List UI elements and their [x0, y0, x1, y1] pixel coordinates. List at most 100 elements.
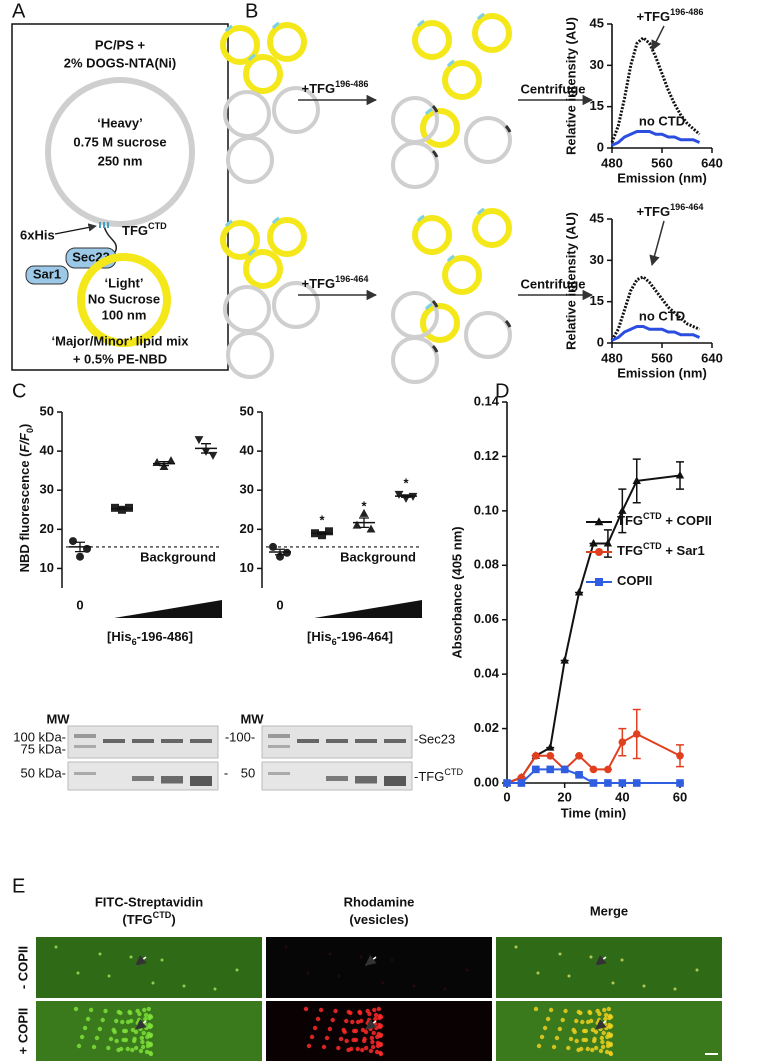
puncta	[567, 974, 571, 978]
puncta	[539, 1034, 545, 1040]
point	[394, 490, 404, 499]
point	[618, 738, 627, 746]
y-tick-label: 0.02	[474, 720, 499, 735]
band	[384, 739, 406, 743]
point	[532, 765, 540, 774]
tag	[504, 124, 512, 133]
point	[632, 730, 641, 738]
concentration-wedge	[314, 600, 422, 618]
column-header: Merge	[590, 903, 628, 918]
puncta	[107, 974, 111, 978]
point	[111, 503, 119, 512]
puncta	[306, 1043, 312, 1049]
sar1	[25, 265, 69, 285]
puncta	[151, 981, 155, 985]
point	[589, 779, 598, 787]
arrow	[135, 954, 147, 966]
coat	[247, 248, 256, 256]
vesicle-heavy	[391, 291, 439, 339]
puncta	[132, 1036, 137, 1042]
puncta	[611, 981, 615, 985]
vesicle-light	[220, 220, 260, 260]
arrow	[651, 25, 665, 51]
y-tick-label: 0.00	[474, 774, 499, 789]
y-axis-label: NBD fluorescence (F/F0)	[17, 424, 35, 573]
coat	[224, 24, 233, 32]
label: ‘Heavy’	[97, 115, 143, 130]
protein-label: +TFG196-464	[302, 274, 370, 291]
vesicle-light	[472, 13, 512, 53]
puncta	[145, 1034, 150, 1040]
series-line	[506, 732, 681, 784]
background-label: Background	[140, 549, 216, 564]
puncta	[355, 1046, 360, 1052]
vesicle-light	[267, 217, 307, 257]
puncta	[443, 987, 447, 991]
vesicle-light	[412, 215, 452, 255]
puncta	[306, 971, 310, 975]
x-tick-label: 60	[673, 789, 687, 804]
coat	[271, 216, 280, 224]
spectrum	[611, 129, 701, 147]
puncta	[581, 1028, 587, 1034]
background-label: Background	[340, 549, 416, 564]
puncta	[103, 1008, 108, 1014]
puncta	[318, 1007, 324, 1013]
band	[268, 772, 290, 775]
puncta	[606, 1006, 612, 1012]
label-part: -TFG	[414, 769, 444, 784]
y-tick-label: 0	[597, 334, 604, 349]
spectrum	[611, 324, 701, 342]
band	[103, 739, 125, 743]
light-vesicle	[77, 253, 171, 347]
vesicle-light	[243, 249, 283, 289]
puncta	[359, 955, 363, 959]
puncta	[284, 945, 288, 949]
band	[74, 734, 96, 738]
puncta	[321, 1044, 327, 1050]
label-part: [His	[107, 629, 132, 644]
point	[503, 779, 511, 787]
point	[208, 451, 218, 460]
puncta	[97, 1026, 103, 1032]
x-axis-label: Emission (nm)	[617, 365, 707, 380]
puncta	[309, 1034, 315, 1040]
point	[318, 531, 326, 540]
point	[589, 538, 598, 547]
band	[74, 772, 96, 775]
y-tick-label: 40	[240, 443, 254, 458]
label-part: 196-486	[335, 79, 368, 89]
gel-label: -100-	[225, 729, 255, 744]
label-part: -196-486]	[137, 629, 193, 644]
puncta	[346, 1047, 351, 1053]
legend-label: TFGCTD + COPII	[617, 511, 712, 528]
gel-label: 50	[241, 765, 255, 780]
point	[603, 538, 613, 547]
micrograph	[496, 937, 722, 998]
puncta	[373, 1016, 378, 1022]
puncta	[374, 1049, 380, 1055]
panel-letter: B	[245, 0, 258, 22]
coat	[247, 53, 256, 61]
vesicle-light	[243, 54, 283, 94]
label-part: 6	[332, 637, 337, 647]
puncta	[338, 1036, 344, 1042]
puncta	[560, 1017, 565, 1023]
puncta	[563, 1008, 568, 1014]
vesicle-heavy	[226, 136, 274, 184]
puncta	[351, 1028, 357, 1034]
puncta	[350, 1019, 355, 1025]
band	[74, 745, 96, 748]
x-axis-label: [His6-196-464]	[307, 629, 393, 647]
band	[268, 734, 290, 738]
point	[675, 470, 685, 479]
label-part: (TFG	[122, 912, 152, 927]
puncta	[98, 952, 102, 956]
vesicle-heavy	[223, 90, 271, 138]
x-axis-label: Emission (nm)	[617, 170, 707, 185]
puncta	[120, 1019, 125, 1025]
puncta	[566, 1045, 571, 1051]
band	[132, 739, 154, 743]
label-part: [His	[307, 629, 332, 644]
